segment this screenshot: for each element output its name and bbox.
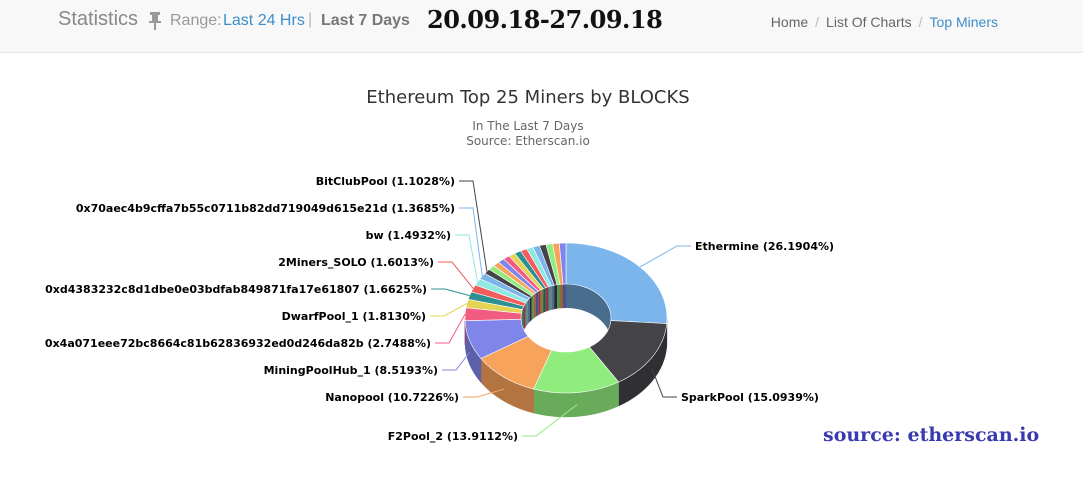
data-label-ethermine: Ethermine (26.1904%) bbox=[695, 240, 834, 253]
slice-inner-wall-other-7 bbox=[548, 285, 552, 311]
slice-inner-wall-bw bbox=[525, 300, 528, 328]
slice-inner-wall-other-5 bbox=[543, 287, 546, 313]
breadcrumb-separator: / bbox=[815, 14, 820, 30]
slice-inner-wall-other-4 bbox=[540, 288, 544, 314]
breadcrumb-home[interactable]: Home bbox=[770, 14, 809, 30]
connector-0x4a071eee72bc8664c81b62836932ed0d246da82b bbox=[435, 313, 466, 344]
data-label-bitclubpool: BitClubPool (1.1028%) bbox=[316, 175, 455, 188]
data-label-0xd4383232c8d1dbe0e03bdfab849871fa17e61807: 0xd4383232c8d1dbe0e03bdfab849871fa17e618… bbox=[45, 283, 427, 296]
connector-nanopool bbox=[463, 388, 504, 398]
chart-subtitle: In The Last 7 Days bbox=[472, 119, 583, 133]
connector-2miners-solo bbox=[438, 261, 474, 289]
data-label-f2pool-2: F2Pool_2 (13.9112%) bbox=[388, 430, 518, 443]
slice-inner-wall-other-11 bbox=[560, 284, 564, 309]
slice-inner-wall-bitclubpool bbox=[529, 295, 532, 322]
connector-dwarfpool-1 bbox=[430, 303, 468, 317]
connector-f2pool-2 bbox=[522, 404, 578, 437]
slice-inner-wall-other-0 bbox=[531, 294, 534, 320]
breadcrumb-list-of-charts[interactable]: List Of Charts bbox=[826, 14, 912, 30]
slice-inner-wall-other-3 bbox=[538, 289, 541, 316]
data-label-miningpoolhub-1: MiningPoolHub_1 (8.5193%) bbox=[264, 364, 438, 377]
data-label-bw: bw (1.4932%) bbox=[366, 229, 451, 242]
slice-top-ethermine[interactable] bbox=[565, 242, 668, 324]
data-label-sparkpool: SparkPool (15.0939%) bbox=[681, 391, 819, 404]
source-watermark: source: etherscan.io bbox=[823, 424, 1040, 446]
connector-sparkpool bbox=[651, 368, 677, 398]
connector-miningpoolhub-1 bbox=[442, 352, 470, 371]
chart-title: Ethereum Top 25 Miners by BLOCKS bbox=[366, 87, 689, 108]
slice-inner-wall-other-6 bbox=[545, 286, 549, 312]
data-label-2miners-solo: 2Miners_SOLO (1.6013%) bbox=[278, 256, 434, 269]
range-7d-link[interactable]: Last 7 Days bbox=[321, 12, 410, 29]
connector-0x70aec4b9cffa7b55c0711b82dd719049d615e21d bbox=[459, 207, 483, 277]
range-separator: | bbox=[308, 11, 313, 28]
breadcrumb-current: Top Miners bbox=[929, 14, 998, 30]
data-label-nanopool: Nanopool (10.7226%) bbox=[325, 391, 459, 404]
page-title: Statistics bbox=[58, 8, 139, 30]
connector-ethermine bbox=[639, 245, 691, 268]
chart-source: Source: Etherscan.io bbox=[466, 134, 590, 148]
slice-inner-wall-ethermine bbox=[566, 284, 611, 342]
range-24h-link[interactable]: Last 24 Hrs bbox=[223, 12, 305, 29]
pin-icon bbox=[149, 12, 161, 30]
data-label-0x4a071eee72bc8664c81b62836932ed0d246da82b: 0x4a071eee72bc8664c81b62836932ed0d246da8… bbox=[45, 337, 431, 350]
top-bar: Statistics Range: Last 24 Hrs | Last 7 D… bbox=[0, 0, 1083, 53]
slice-inner-wall-other-12 bbox=[563, 284, 566, 309]
slice-inner-wall-other-9 bbox=[554, 284, 558, 310]
date-range: 20.09.18-27.09.18 bbox=[427, 5, 663, 34]
range-label: Range: bbox=[170, 12, 222, 29]
data-label-0x70aec4b9cffa7b55c0711b82dd719049d615e21d: 0x70aec4b9cffa7b55c0711b82dd719049d615e2… bbox=[76, 202, 455, 215]
slice-inner-wall-other-2 bbox=[535, 291, 539, 317]
connector-bw bbox=[455, 234, 479, 282]
slice-inner-wall-2miners-solo bbox=[523, 303, 526, 331]
connector-0xd4383232c8d1dbe0e03bdfab849871fa17e61807 bbox=[431, 288, 470, 297]
connector-bitclubpool bbox=[459, 180, 488, 272]
slice-top-other-12[interactable] bbox=[558, 242, 567, 285]
breadcrumb: Home / List Of Charts / Top Miners bbox=[771, 14, 998, 30]
breadcrumb-separator: / bbox=[918, 14, 923, 30]
slice-inner-wall-0x70aec4b9cffa7b55c0711b82dd719049d615e21d bbox=[527, 297, 530, 325]
data-label-dwarfpool-1: DwarfPool_1 (1.8130%) bbox=[282, 310, 426, 323]
slice-inner-wall-other-10 bbox=[557, 284, 561, 309]
slice-inner-wall-other-8 bbox=[551, 285, 555, 310]
slice-inner-wall-other-1 bbox=[533, 292, 536, 319]
